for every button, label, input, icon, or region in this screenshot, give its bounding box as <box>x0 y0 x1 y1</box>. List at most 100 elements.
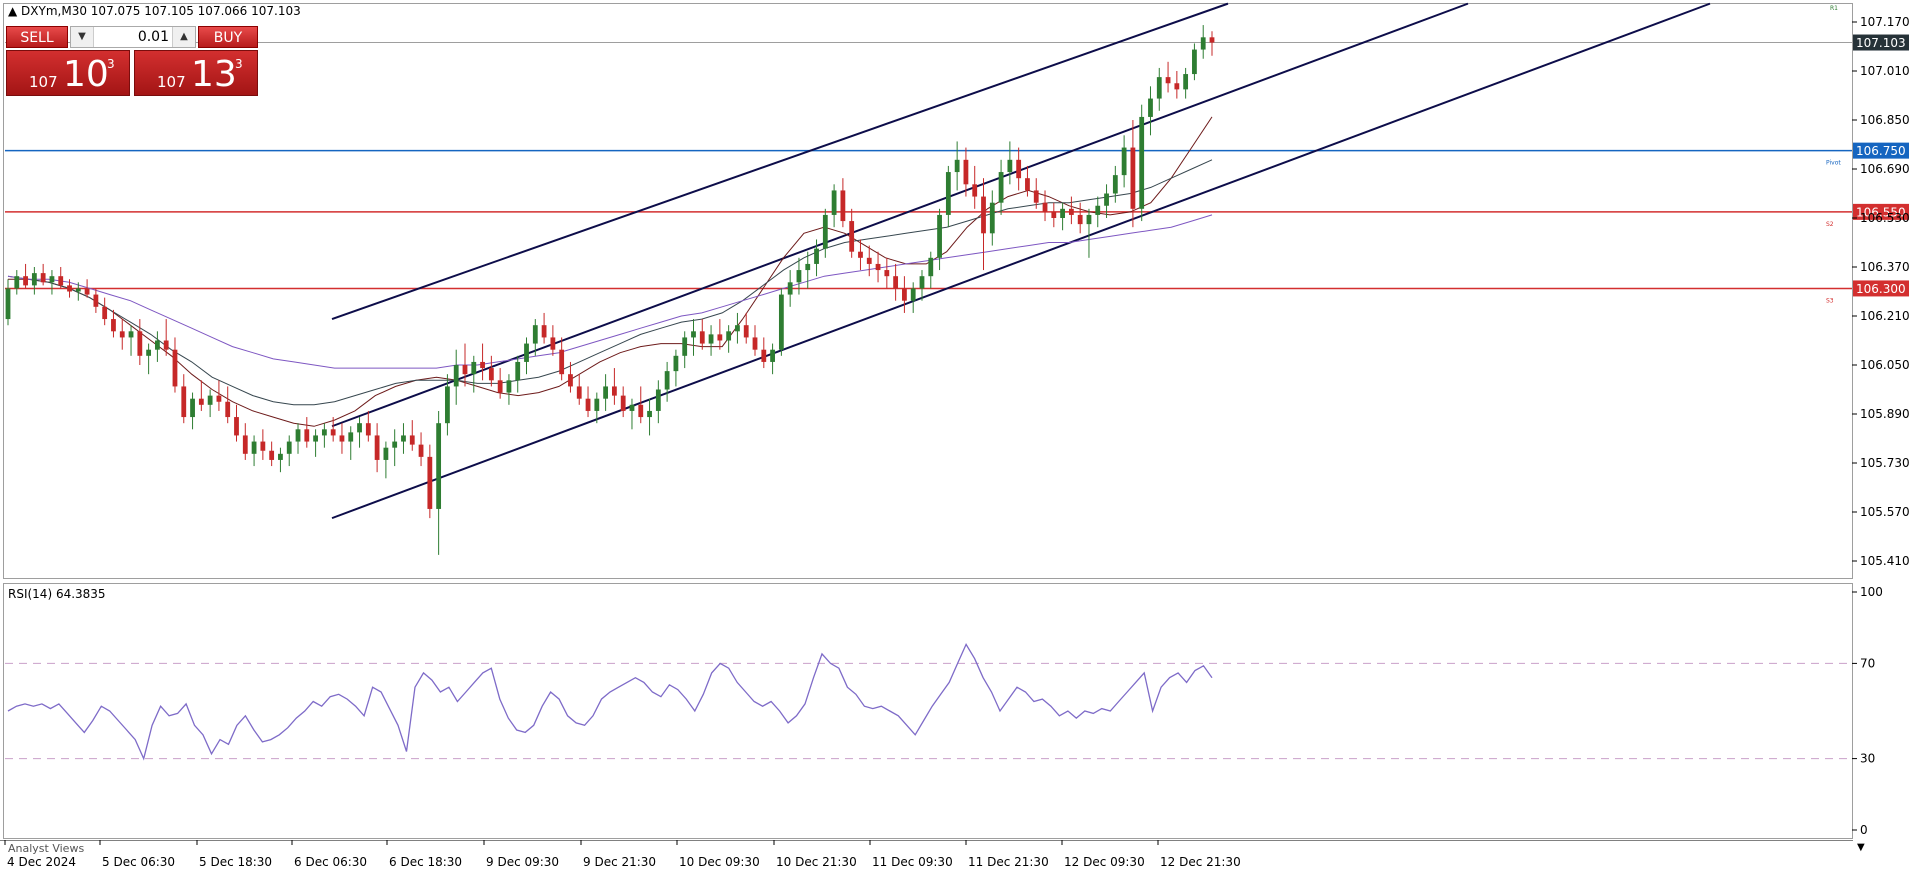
buy-button[interactable]: BUY <box>198 26 258 48</box>
candle <box>840 178 846 228</box>
candle <box>831 184 837 228</box>
price-tick-label-0: 107.170 <box>1860 15 1910 29</box>
candle <box>1192 43 1197 81</box>
candle <box>945 165 951 228</box>
candle <box>726 325 732 353</box>
candle <box>989 190 995 246</box>
candle <box>550 325 556 356</box>
candle <box>963 147 969 197</box>
candle <box>919 270 925 301</box>
time-tick-label-5: 9 Dec 09:30 <box>486 855 559 869</box>
rsi-tick-label-2: 30 <box>1860 752 1875 766</box>
candle <box>497 368 503 399</box>
lot-decrease-icon[interactable]: ▼ <box>71 27 94 47</box>
candle <box>1148 86 1153 136</box>
time-tick-label-10: 11 Dec 21:30 <box>968 855 1049 869</box>
candle <box>49 270 55 295</box>
candle <box>445 374 450 436</box>
time-tick-label-9: 11 Dec 09:30 <box>872 855 953 869</box>
current-price-badge <box>1853 34 1909 51</box>
buy-price-prefix: 107 <box>157 73 186 91</box>
candle <box>708 325 714 356</box>
analyst-views-label[interactable]: Analyst Views <box>8 842 84 855</box>
symbol-header: ▲ DXYm,M30 107.075 107.105 107.066 107.1… <box>8 4 301 18</box>
candle <box>594 392 600 424</box>
buy-price-box[interactable]: 107 13 3 <box>134 50 258 96</box>
candle <box>5 279 11 326</box>
candle <box>102 297 108 326</box>
candle <box>937 208 942 271</box>
lot-size-input[interactable] <box>95 28 173 46</box>
candle <box>321 423 327 448</box>
candle <box>822 208 828 258</box>
candle <box>1112 165 1118 203</box>
candle <box>603 374 609 411</box>
candle <box>260 429 266 460</box>
rsi-tick-label-1: 70 <box>1860 656 1875 670</box>
candle <box>541 312 547 344</box>
channel-line-2[interactable] <box>331 2 1711 520</box>
candle <box>172 337 178 393</box>
channel-line-1[interactable] <box>331 2 1469 428</box>
scroll-down-icon[interactable]: ▼ <box>1857 842 1865 853</box>
candle <box>31 267 37 295</box>
candle <box>910 282 916 313</box>
price-tick-label-7: 106.050 <box>1860 358 1910 372</box>
candle <box>1051 202 1057 228</box>
moving-average-2 <box>7 214 1213 369</box>
candle <box>664 361 670 402</box>
candle <box>682 331 688 369</box>
candle <box>198 380 204 411</box>
candle <box>1095 196 1101 228</box>
time-tick-label-7: 10 Dec 09:30 <box>679 855 760 869</box>
candle <box>998 159 1004 215</box>
sell-price-main: 10 <box>63 54 109 95</box>
level-price-label-0: 106.750 <box>1856 144 1906 158</box>
top-level-tag: R1 <box>1830 5 1838 12</box>
rsi-chart-layer <box>5 642 1852 761</box>
candle <box>1060 202 1065 231</box>
candle <box>137 319 143 365</box>
candle <box>576 374 582 405</box>
candle <box>787 270 793 307</box>
candle <box>365 410 371 442</box>
candle <box>190 392 195 430</box>
candle <box>242 423 248 460</box>
candle <box>875 251 881 283</box>
time-tick-label-6: 9 Dec 21:30 <box>583 855 656 869</box>
lot-increase-icon[interactable]: ▲ <box>172 27 195 47</box>
candle <box>902 276 907 313</box>
candle <box>655 380 661 424</box>
time-tick-label-12: 12 Dec 21:30 <box>1160 855 1241 869</box>
price-tick-label-11: 105.410 <box>1860 554 1910 568</box>
candle <box>752 325 758 356</box>
rsi-tick-label-0: 100 <box>1860 585 1883 599</box>
candle <box>436 410 442 555</box>
candle <box>699 319 705 350</box>
candle <box>849 208 855 258</box>
candle <box>1174 71 1180 99</box>
candle <box>23 263 28 289</box>
candle <box>1183 67 1189 99</box>
candle <box>1139 104 1145 222</box>
candle <box>155 331 160 362</box>
sell-button[interactable]: SELL <box>6 26 68 48</box>
candle <box>1077 202 1083 234</box>
candle <box>1025 165 1030 197</box>
axis-layer: 106.750 106.550 106.300 107.170 107.010 106.8… <box>4 15 1910 869</box>
price-tick-label-3: 106.690 <box>1860 162 1910 176</box>
candle <box>304 417 310 448</box>
channel-line-0[interactable] <box>331 2 1229 321</box>
sell-price-box[interactable]: 107 10 3 <box>6 50 130 96</box>
time-tick-label-1: 5 Dec 06:30 <box>102 855 175 869</box>
lot-size-stepper: ▼ ▲ <box>70 26 196 48</box>
candle <box>611 368 617 405</box>
candle <box>532 319 538 356</box>
one-click-trading-panel: SELL ▼ ▲ BUY 107 10 3 107 13 3 <box>6 26 258 96</box>
candle <box>585 386 591 418</box>
candle <box>770 343 775 375</box>
price-tick-label-2: 106.850 <box>1860 113 1910 127</box>
candle <box>972 165 978 209</box>
candle <box>480 343 485 381</box>
